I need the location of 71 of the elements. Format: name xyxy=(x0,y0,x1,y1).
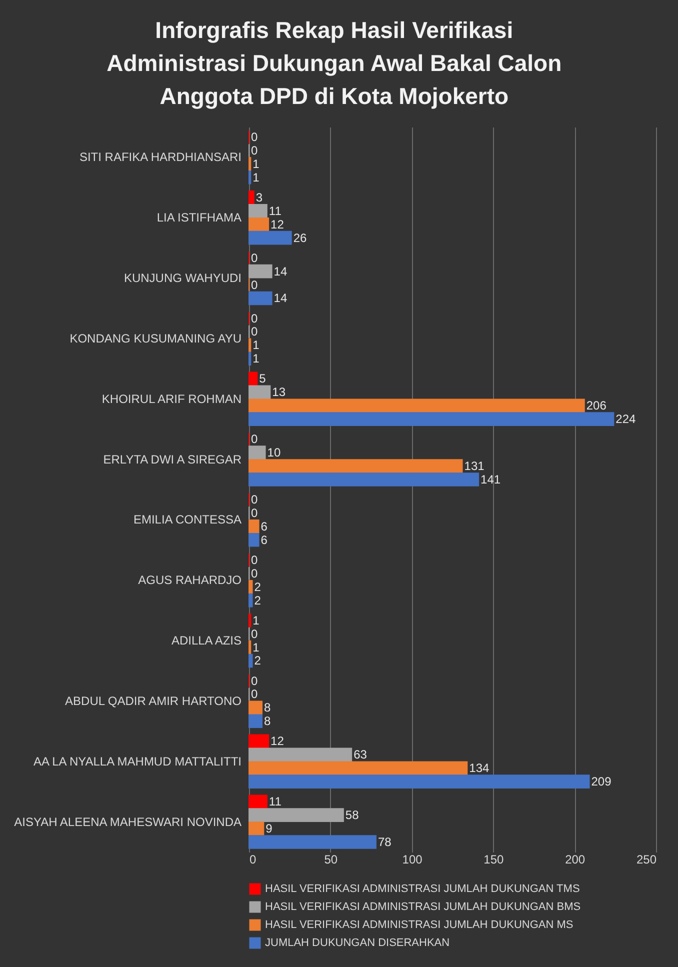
y-tick-label: EMILIA CONTESSA xyxy=(133,512,242,527)
data-label: 1 xyxy=(252,170,260,184)
data-label: 12 xyxy=(270,217,284,232)
data-label: 0 xyxy=(251,687,258,702)
legend-label: HASIL VERIFIKASI ADMINISTRASI JUMLAH DUKUNGAN TMS xyxy=(265,883,580,895)
data-label: 11 xyxy=(268,204,282,218)
data-label: 6 xyxy=(260,519,268,534)
y-tick-label: LIA ISTIFHAMA xyxy=(156,210,242,225)
data-label: 0 xyxy=(251,506,258,520)
data-label: 0 xyxy=(251,278,258,292)
data-label: 0 xyxy=(251,250,258,265)
legend-label: HASIL VERIFIKASI ADMINISTRASI JUMLAH DUKUNGAN BMS xyxy=(265,901,581,913)
x-tick-label: 250 xyxy=(636,852,657,866)
data-label: 58 xyxy=(345,808,360,822)
y-tick-label: KONDANG KUSUMANING AYU xyxy=(70,331,242,346)
data-label: 11 xyxy=(268,794,282,809)
x-tick-label: 100 xyxy=(402,852,423,866)
x-tick-label: 200 xyxy=(565,852,586,866)
data-label: 2 xyxy=(254,593,262,608)
y-tick-label: AISYAH ALEENA MAHESWARI NOVINDA xyxy=(14,814,242,829)
data-label: 5 xyxy=(259,372,266,386)
x-tick-label: 50 xyxy=(324,852,338,866)
data-label: 12 xyxy=(270,734,284,748)
data-label: 141 xyxy=(480,472,501,486)
data-label: 1 xyxy=(252,338,260,352)
data-label: 0 xyxy=(251,143,258,158)
data-label: 1 xyxy=(252,640,260,654)
data-label: 0 xyxy=(251,674,258,688)
data-label: 0 xyxy=(251,552,258,567)
data-label: 6 xyxy=(260,532,268,547)
data-label: 209 xyxy=(591,774,612,789)
data-label: 2 xyxy=(254,654,262,668)
data-label: 8 xyxy=(264,714,272,728)
data-label: 131 xyxy=(464,459,485,474)
data-label: 3 xyxy=(256,190,263,204)
data-label: 206 xyxy=(586,398,607,413)
x-tick-label: 0 xyxy=(250,852,256,866)
x-tick-label: 150 xyxy=(484,852,504,866)
chart-title: Inforgrafis Rekap Hasil Verifikasi Administrasi Dukungan Awal Bakal Calon Anggota DPD di Kota Mojokerto xyxy=(106,17,562,109)
legend-label: HASIL VERIFIKASI ADMINISTRASI JUMLAH DUKUNGAN MS xyxy=(265,919,574,931)
data-label: 1 xyxy=(252,352,260,366)
data-label: 8 xyxy=(264,700,272,715)
y-tick-label: KUNJUNG WAHYUDI xyxy=(124,271,242,286)
y-tick-label: AGUS RAHARDJO xyxy=(138,573,242,588)
y-tick-label: AA LA NYALLA MAHMUD MATTALITTI xyxy=(33,754,242,768)
data-label: 10 xyxy=(267,446,281,460)
data-label: 1 xyxy=(252,156,260,171)
y-tick-label: ABDUL QADIR AMIR HARTONO xyxy=(65,694,242,708)
data-label: 224 xyxy=(616,412,636,426)
data-label: 2 xyxy=(254,580,262,594)
data-label: 0 xyxy=(251,492,258,507)
y-tick-label: ADILLA AZIS xyxy=(171,634,242,648)
data-label: 26 xyxy=(293,230,307,245)
y-tick-label: KHOIRUL ARIF ROHMAN xyxy=(102,392,242,406)
legend-label: JUMLAH DUKUNGAN DISERAHKAN xyxy=(265,937,450,949)
data-label: 0 xyxy=(251,311,258,326)
data-label: 14 xyxy=(274,264,288,278)
data-label: 78 xyxy=(378,834,392,849)
data-label: 0 xyxy=(251,566,258,580)
data-label: 9 xyxy=(266,822,273,836)
data-label: 14 xyxy=(274,291,288,306)
y-tick-label: ERLYTA DWI A SIREGAR xyxy=(103,452,242,466)
data-label: 0 xyxy=(251,626,258,641)
data-label: 63 xyxy=(354,748,368,762)
y-tick-label: SITI RAFIKA HARDHIANSARI xyxy=(79,150,242,164)
data-label: 0 xyxy=(251,432,258,446)
data-label: 134 xyxy=(469,761,490,776)
data-label: 1 xyxy=(252,613,260,628)
data-label: 0 xyxy=(251,130,258,144)
data-label: 0 xyxy=(251,324,258,339)
data-label: 13 xyxy=(272,385,286,400)
